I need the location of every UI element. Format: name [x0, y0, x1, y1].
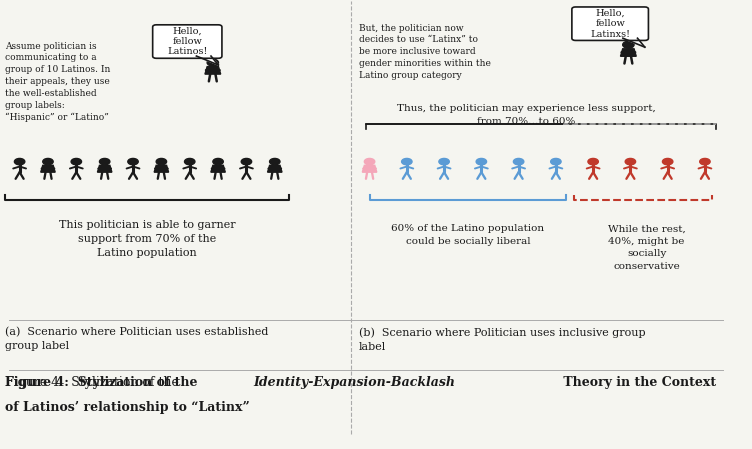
Circle shape	[623, 41, 634, 48]
Circle shape	[365, 158, 374, 165]
Circle shape	[663, 158, 673, 165]
FancyBboxPatch shape	[572, 7, 648, 40]
Polygon shape	[196, 56, 218, 65]
Circle shape	[269, 158, 280, 165]
FancyBboxPatch shape	[153, 25, 222, 58]
Text: But, the politician now
decides to use “Latinx” to
be more inclusive toward
gend: But, the politician now decides to use “…	[359, 24, 490, 80]
Polygon shape	[623, 38, 644, 47]
Text: (a)  Scenario where Politician uses established
group label: (a) Scenario where Politician uses estab…	[5, 327, 268, 352]
Text: Figure 4:  Stylization of the: Figure 4: Stylization of the	[5, 376, 183, 389]
Circle shape	[439, 158, 449, 165]
Circle shape	[213, 158, 223, 165]
Text: Assume politician is
communicating to a
group of 10 Latinos. In
their appeals, t: Assume politician is communicating to a …	[5, 42, 111, 122]
Circle shape	[43, 158, 53, 165]
Text: Thus, the politician may experience less support,
from 70%…to 60%: Thus, the politician may experience less…	[397, 104, 656, 126]
Circle shape	[71, 158, 81, 165]
Text: While the rest,
40%, might be
socially
conservative: While the rest, 40%, might be socially c…	[608, 224, 686, 271]
Circle shape	[402, 158, 412, 165]
Circle shape	[207, 59, 219, 66]
Circle shape	[128, 158, 138, 165]
Polygon shape	[154, 165, 168, 172]
Polygon shape	[98, 165, 112, 172]
Circle shape	[625, 158, 635, 165]
Polygon shape	[211, 165, 226, 172]
Polygon shape	[41, 165, 55, 172]
Text: 60% of the Latino population
could be socially liberal: 60% of the Latino population could be so…	[392, 224, 544, 246]
Circle shape	[699, 158, 710, 165]
Circle shape	[588, 158, 599, 165]
Circle shape	[156, 158, 167, 165]
Text: Theory in the Context: Theory in the Context	[559, 376, 716, 389]
Text: Hello,
fellow
Latinos!: Hello, fellow Latinos!	[167, 26, 208, 57]
Text: (b)  Scenario where Politician uses inclusive group
label: (b) Scenario where Politician uses inclu…	[359, 327, 645, 352]
Circle shape	[99, 158, 110, 165]
Text: Hello,
fellow
Latinxs!: Hello, fellow Latinxs!	[590, 9, 630, 39]
Text: This politician is able to garner
support from 70% of the
Latino population: This politician is able to garner suppor…	[59, 220, 235, 258]
Polygon shape	[362, 165, 377, 172]
Polygon shape	[620, 49, 636, 56]
Circle shape	[476, 158, 487, 165]
Text: Identity-Expansion-Backlash: Identity-Expansion-Backlash	[253, 376, 455, 389]
Circle shape	[514, 158, 524, 165]
Circle shape	[184, 158, 195, 165]
Circle shape	[241, 158, 252, 165]
Polygon shape	[268, 165, 282, 172]
Circle shape	[550, 158, 561, 165]
Polygon shape	[205, 66, 220, 74]
Text: Figure 4:  Stylization of the: Figure 4: Stylization of the	[5, 376, 202, 389]
Text: of Latinos’ relationship to “Latinx”: of Latinos’ relationship to “Latinx”	[5, 401, 250, 414]
Circle shape	[14, 158, 25, 165]
